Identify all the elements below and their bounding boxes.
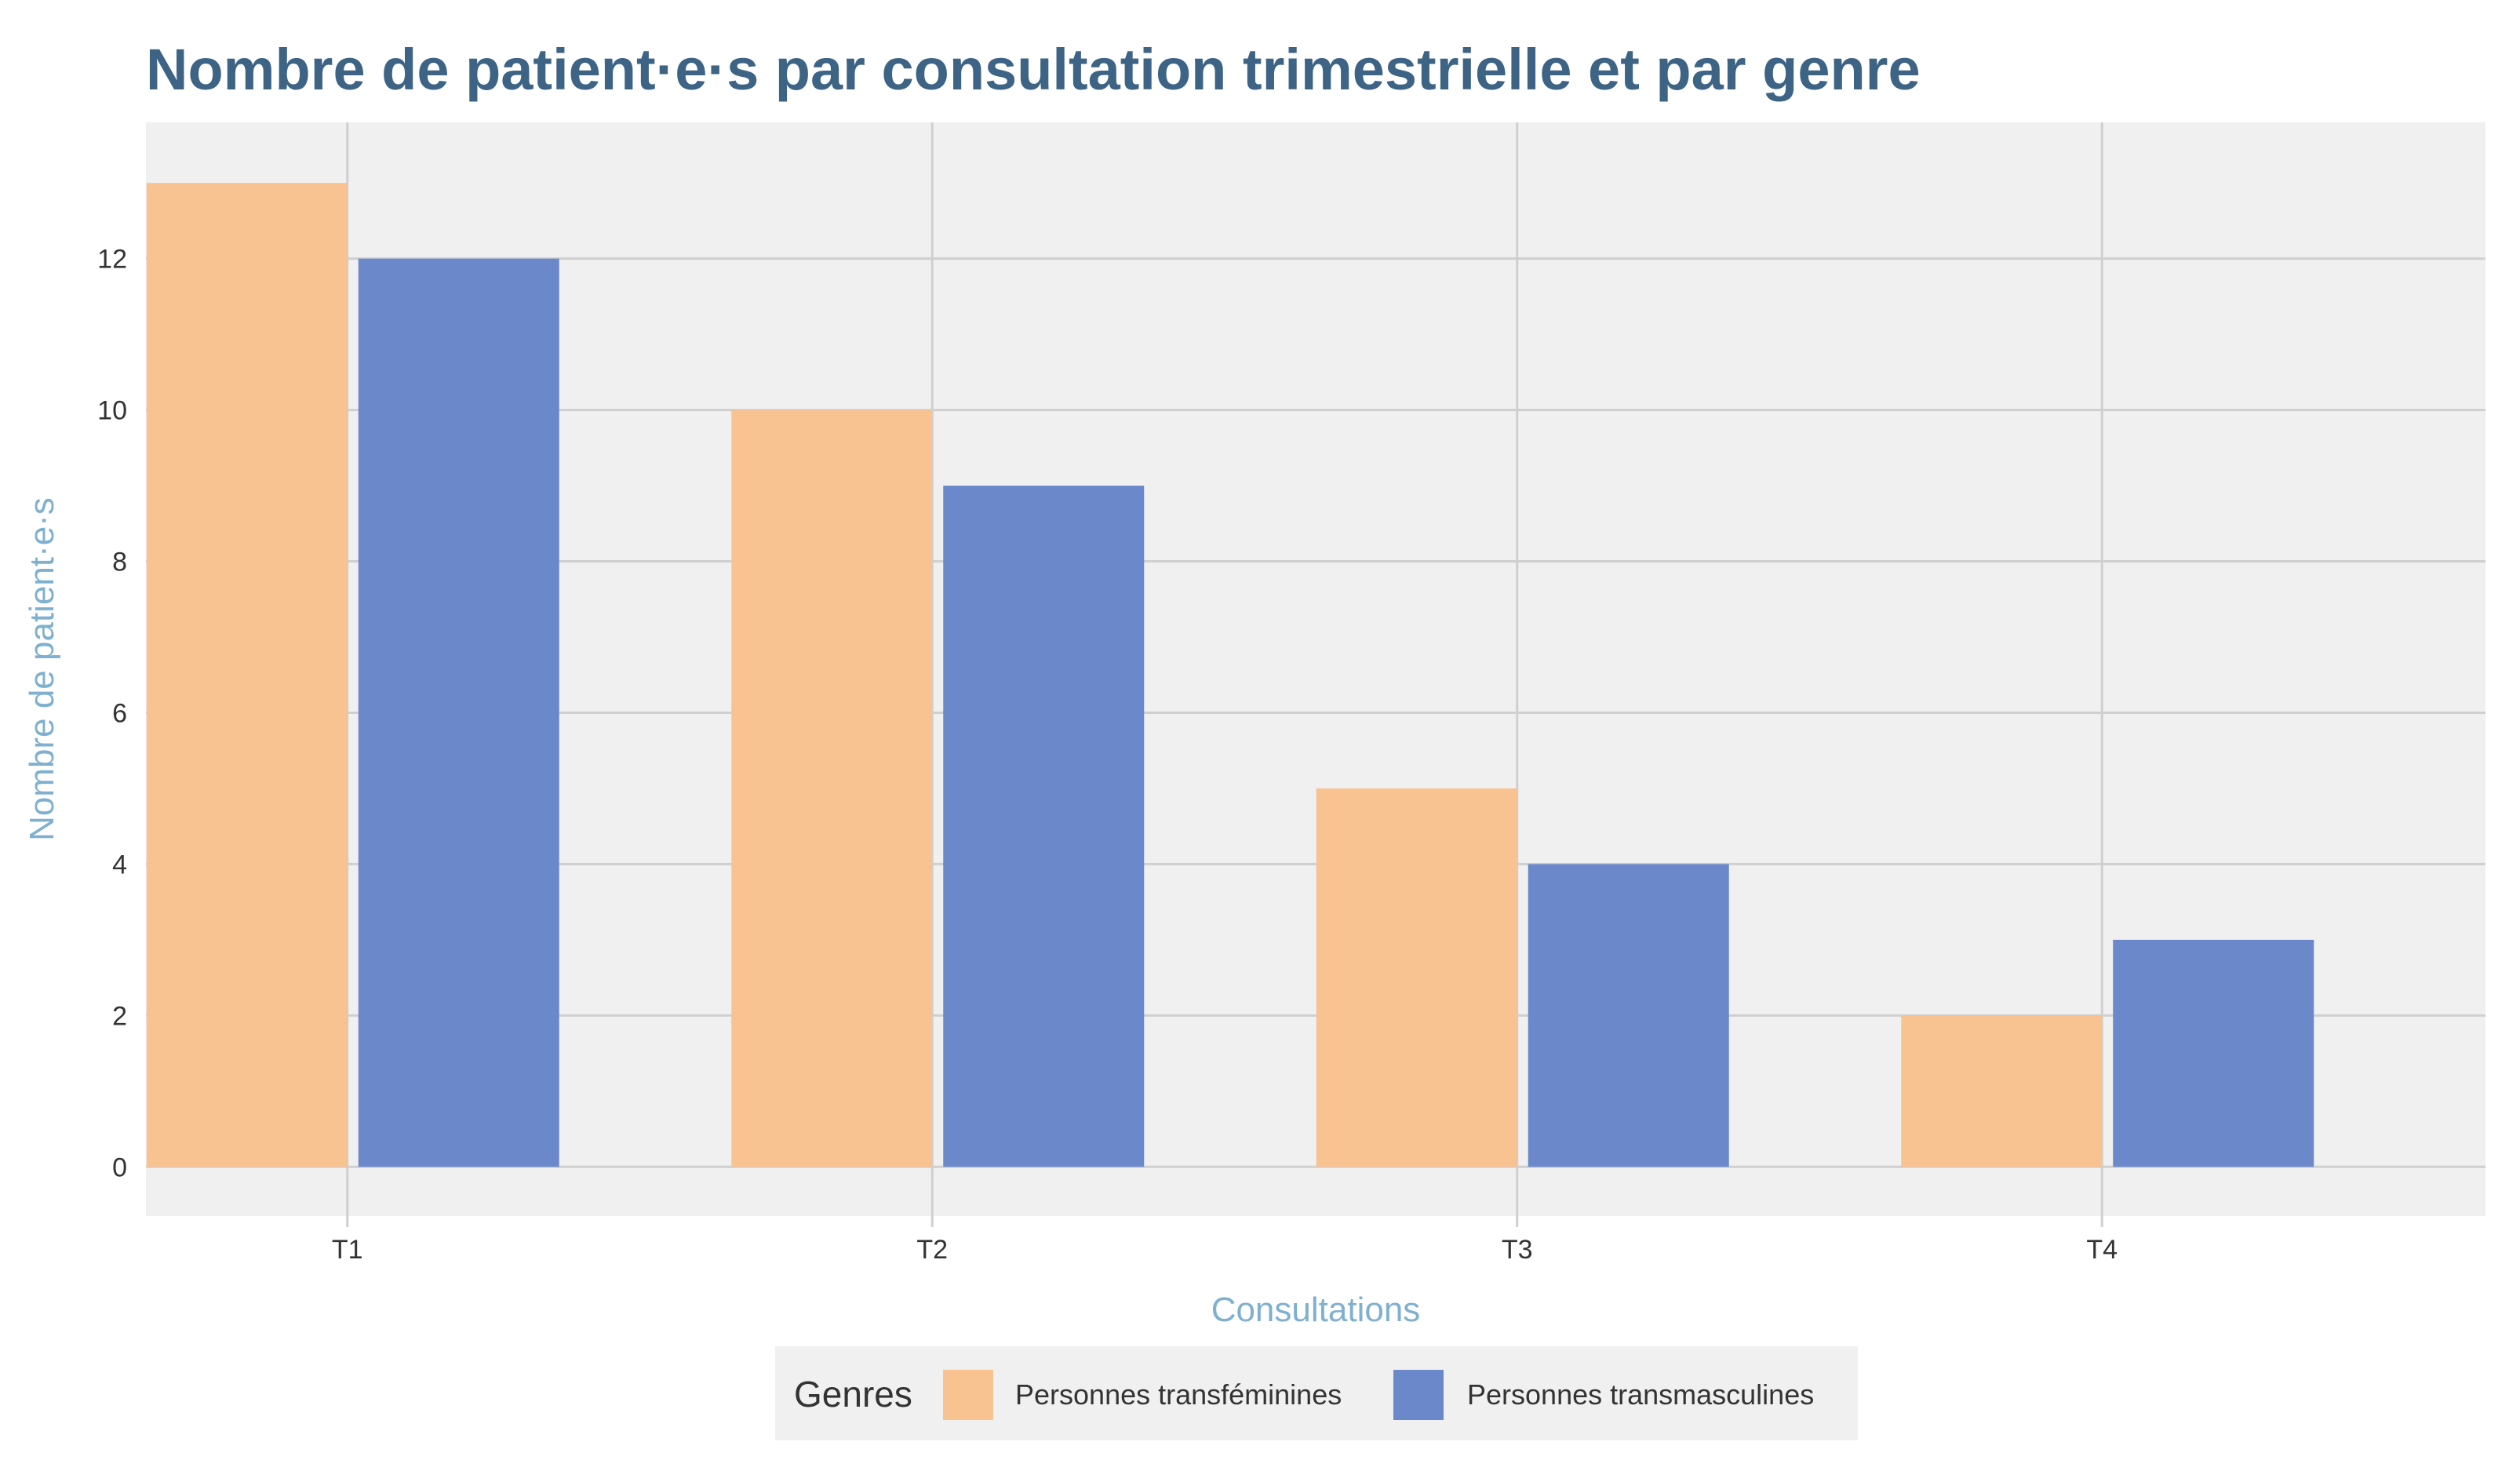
- y-tick-label-0: 0: [112, 1152, 127, 1182]
- bar-t4-series-1: [2113, 939, 2314, 1167]
- legend-swatch-transfeminines: [943, 1370, 993, 1420]
- y-tick-label-4: 4: [112, 850, 127, 879]
- bar-t2-series-0: [731, 410, 933, 1167]
- y-tick-label-12: 12: [97, 245, 127, 275]
- legend: Genres Personnes transféminines Personne…: [775, 1346, 1858, 1440]
- legend-swatch-transmasculines: [1393, 1370, 1444, 1420]
- bar-t1-series-1: [358, 258, 559, 1167]
- legend-label-transfeminines: Personnes transféminines: [1015, 1378, 1342, 1411]
- bar-t4-series-0: [1901, 1015, 2103, 1167]
- x-tick-label-t1: T1: [332, 1235, 363, 1265]
- y-tick-label-2: 2: [112, 1001, 127, 1031]
- bar-t3-series-0: [1316, 788, 1517, 1167]
- chart-title: Nombre de patient·e·s par consultation t…: [146, 37, 1921, 102]
- x-axis-ticks: T1 T2 T3 T4: [332, 1216, 2118, 1265]
- bar-t2-series-1: [943, 486, 1145, 1167]
- bar-t1-series-0: [146, 183, 348, 1167]
- y-tick-label-10: 10: [97, 396, 127, 426]
- x-tick-label-t3: T3: [1502, 1235, 1533, 1265]
- legend-label-transmasculines: Personnes transmasculines: [1467, 1378, 1814, 1411]
- y-axis-title: Nombre de patient·e·s: [23, 497, 61, 841]
- bars: [146, 183, 2314, 1167]
- y-tick-label-8: 8: [112, 548, 127, 577]
- bar-t3-series-1: [1528, 864, 1729, 1167]
- y-tick-label-6: 6: [112, 698, 127, 728]
- x-axis-title: Consultations: [1211, 1291, 1421, 1329]
- x-tick-label-t2: T2: [916, 1235, 948, 1265]
- x-tick-label-t4: T4: [2086, 1235, 2118, 1265]
- legend-title: Genres: [794, 1374, 912, 1415]
- y-axis-ticks: 0 2 4 6 8 10 12: [97, 245, 127, 1183]
